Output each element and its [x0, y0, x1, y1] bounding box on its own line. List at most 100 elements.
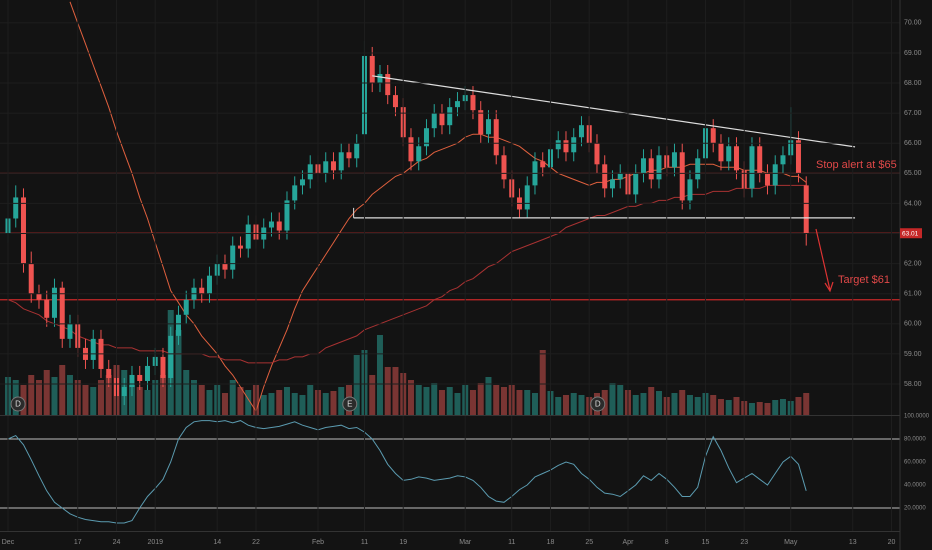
- volume-bar: [803, 393, 810, 415]
- volume-bar: [609, 383, 616, 415]
- volume-bar: [82, 385, 89, 415]
- candle-body: [733, 146, 739, 171]
- candle-body: [772, 164, 778, 186]
- candle-body: [137, 374, 143, 381]
- volume-bar: [717, 399, 724, 415]
- volume-bar: [198, 385, 205, 415]
- candle-body: [493, 119, 499, 156]
- candle-body: [338, 152, 344, 171]
- volume-bar: [454, 393, 461, 415]
- candle-body: [299, 179, 305, 186]
- x-tick-label: 25: [585, 539, 593, 546]
- volume-bar: [237, 387, 244, 415]
- candle-body: [563, 140, 569, 153]
- candle-body: [144, 365, 150, 381]
- volume-bar: [562, 395, 569, 415]
- volume-bar: [97, 380, 104, 415]
- volume-bar: [415, 385, 422, 415]
- x-tick-label: 24: [113, 539, 121, 546]
- volume-bar: [35, 380, 42, 415]
- volume-bar: [66, 375, 73, 415]
- volume-bar: [679, 390, 686, 415]
- y-tick-label: 59.00: [904, 351, 922, 358]
- volume-bar: [469, 390, 476, 415]
- volume-bar: [51, 377, 58, 415]
- price-label: 63.01: [902, 230, 919, 237]
- volume-bar: [291, 393, 298, 415]
- volume-bar: [694, 397, 701, 415]
- volume-bar: [446, 387, 453, 415]
- moving-average: [7, 184, 807, 364]
- annotation: Target $61: [838, 274, 890, 286]
- candle-body: [346, 152, 352, 159]
- annotation: Stop alert at $65: [816, 159, 897, 171]
- volume-bar: [392, 367, 399, 415]
- candle-body: [439, 113, 445, 126]
- volume-bar: [570, 393, 577, 415]
- volume-bar: [756, 402, 763, 415]
- candle-body: [470, 95, 476, 111]
- oscillator-pane: [0, 420, 900, 524]
- candle-body: [571, 137, 577, 153]
- volume-bar: [322, 393, 329, 415]
- candle-body: [609, 179, 615, 189]
- candle-body: [276, 221, 282, 231]
- volume-bar: [648, 387, 655, 415]
- volume-bar: [640, 393, 647, 415]
- volume-bar: [423, 387, 430, 415]
- candle-body: [175, 314, 181, 336]
- candle-body: [44, 299, 50, 318]
- volume-bar: [524, 390, 531, 415]
- volume-bar: [779, 399, 786, 415]
- volume-bar: [307, 385, 314, 415]
- oscillator-tick-label: 60.0000: [904, 460, 926, 466]
- candle-body: [230, 245, 236, 270]
- volume-bar: [485, 377, 492, 415]
- volume-bar: [338, 387, 345, 415]
- volume-bar: [772, 400, 779, 415]
- candle-body: [377, 74, 383, 84]
- volume-bar: [175, 330, 182, 415]
- volume-bar: [578, 395, 585, 415]
- event-marker: [342, 396, 358, 412]
- candle-body: [617, 173, 623, 180]
- oscillator-tick-label: 100.0000: [904, 414, 930, 420]
- x-tick-label: 22: [252, 539, 260, 546]
- x-tick-label: 19: [399, 539, 407, 546]
- volume-bar: [268, 393, 275, 415]
- volume-bar: [376, 335, 383, 415]
- volume-bar: [725, 400, 732, 415]
- candle-body: [764, 173, 770, 186]
- volume-bar: [671, 393, 678, 415]
- x-tick-label: 18: [547, 539, 555, 546]
- y-tick-label: 61.00: [904, 291, 922, 298]
- candle-body: [795, 140, 801, 174]
- candle-body: [67, 323, 73, 339]
- candle-body: [687, 179, 693, 201]
- candle-body: [354, 143, 360, 159]
- candle-body: [307, 164, 313, 180]
- volume-bar: [229, 380, 236, 415]
- volume-bar: [632, 395, 639, 415]
- y-tick-label: 62.00: [904, 260, 922, 267]
- candle-body: [408, 137, 414, 162]
- volume-bar: [369, 375, 376, 415]
- volume-bar: [407, 380, 414, 415]
- candle-body: [392, 95, 398, 108]
- volume-bar: [516, 390, 523, 415]
- volume-bar: [431, 383, 438, 415]
- volume-bar: [539, 350, 546, 415]
- candle-body: [540, 161, 546, 168]
- x-tick-label: 14: [213, 539, 221, 546]
- candle-body: [168, 335, 174, 378]
- volume-bar: [500, 387, 507, 415]
- volume-bar: [105, 375, 112, 415]
- candle-body: [447, 107, 453, 126]
- event-marker: [10, 396, 26, 412]
- candle-body: [640, 158, 646, 174]
- candle-body: [106, 368, 112, 378]
- candle-body: [385, 74, 391, 96]
- volume-bar: [159, 375, 166, 415]
- volume-bar: [245, 390, 252, 415]
